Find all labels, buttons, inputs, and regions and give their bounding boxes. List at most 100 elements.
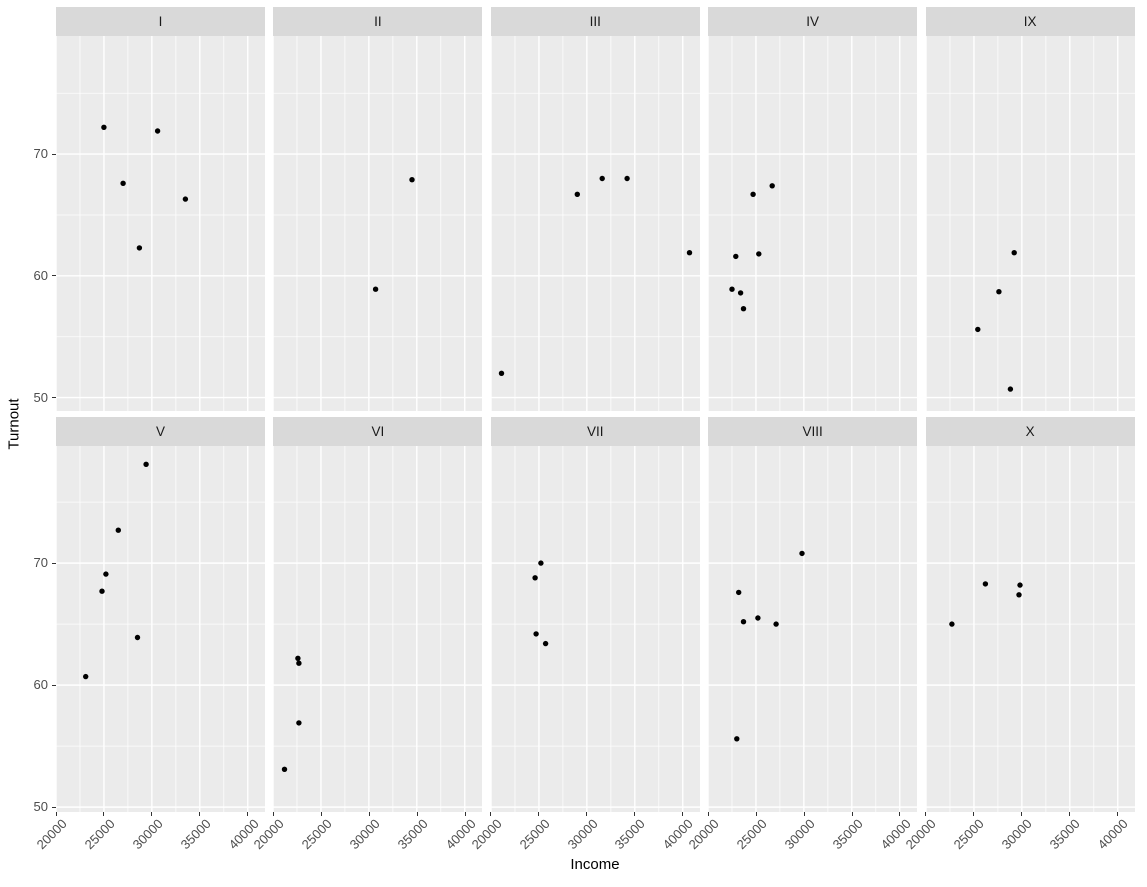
- facet-panel-IV: [708, 36, 918, 411]
- x-tick-label: 35000: [829, 816, 866, 853]
- facet-panel-I: [56, 36, 265, 411]
- facet-strip-label: III: [589, 14, 601, 29]
- x-tick-mark: [899, 812, 901, 816]
- x-tick-mark: [803, 812, 805, 816]
- x-tick-mark: [1116, 812, 1118, 816]
- facet-strip-IX: IX: [925, 7, 1135, 36]
- data-point: [143, 461, 149, 467]
- facet-strip-label: II: [374, 14, 382, 29]
- data-point: [134, 634, 141, 641]
- facet-strip-VI: VI: [273, 417, 483, 446]
- x-tick-mark: [1020, 812, 1022, 816]
- facet-strip-label: I: [158, 14, 163, 29]
- data-point: [1011, 250, 1017, 256]
- facet-strip-label: X: [1025, 424, 1035, 439]
- facet-panel-VII: [490, 446, 700, 812]
- facet-panel-II: [273, 36, 483, 411]
- x-tick-label: 35000: [394, 816, 431, 853]
- data-point: [182, 196, 189, 202]
- x-tick-label: 30000: [346, 816, 383, 853]
- panel-canvas: [925, 36, 1135, 411]
- y-tick-mark: [52, 153, 56, 155]
- data-point: [542, 640, 549, 647]
- data-point: [282, 766, 288, 772]
- data-point: [83, 673, 89, 680]
- data-point: [296, 660, 302, 666]
- x-tick-label: 40000: [1094, 816, 1131, 853]
- panel-canvas: [708, 36, 918, 411]
- facet-panel-X: [925, 446, 1135, 812]
- x-tick-label: 30000: [129, 816, 166, 853]
- x-tick-mark: [707, 812, 709, 816]
- panel-canvas: [56, 36, 265, 411]
- data-point: [995, 289, 1002, 295]
- x-tick-label: 25000: [516, 816, 553, 853]
- data-point: [101, 124, 107, 130]
- data-point: [750, 191, 756, 197]
- data-point: [755, 615, 761, 621]
- x-tick-label: 25000: [733, 816, 770, 853]
- panel-canvas: [490, 446, 700, 812]
- facet-panel-V: [56, 446, 265, 812]
- y-tick-label: 70: [33, 146, 48, 162]
- facet-strip-IV: IV: [708, 7, 918, 36]
- x-tick-mark: [103, 812, 105, 816]
- facet-panel-IX: [925, 36, 1135, 411]
- y-tick-label: 70: [33, 555, 48, 571]
- data-point: [136, 245, 143, 251]
- y-axis-title: Turnout: [5, 398, 23, 450]
- y-tick-label: 50: [33, 389, 48, 405]
- data-point: [1007, 386, 1013, 392]
- x-tick-label: 35000: [1046, 816, 1084, 853]
- facet-strip-V: V: [56, 417, 265, 446]
- panel-canvas: [273, 446, 483, 812]
- data-point: [738, 290, 744, 296]
- facet-panel-VI: [273, 446, 483, 812]
- facet-panel-III: [490, 36, 700, 411]
- x-tick-mark: [634, 812, 636, 816]
- facet-strip-III: III: [490, 7, 700, 36]
- facet-strip-II: II: [273, 7, 483, 36]
- x-tick-mark: [368, 812, 370, 816]
- y-tick-label: 60: [33, 267, 48, 283]
- x-tick-mark: [151, 812, 153, 816]
- x-tick-label: 25000: [950, 816, 988, 853]
- data-point: [769, 183, 776, 189]
- data-point: [154, 128, 161, 134]
- panel-canvas: [490, 36, 700, 411]
- x-axis-title: Income: [570, 856, 620, 873]
- x-tick-label: 30000: [781, 816, 818, 853]
- panel-canvas: [273, 36, 483, 411]
- x-tick-mark: [538, 812, 540, 816]
- data-point: [295, 655, 301, 661]
- facet-strip-I: I: [56, 7, 265, 36]
- facet-strip-label: V: [155, 424, 165, 439]
- data-point: [99, 588, 105, 594]
- data-point: [773, 621, 779, 627]
- x-tick-label: 25000: [298, 816, 335, 853]
- x-tick-label: 25000: [81, 816, 118, 853]
- x-tick-label: 30000: [998, 816, 1036, 853]
- data-point: [974, 326, 981, 333]
- data-point: [296, 720, 302, 726]
- data-point: [948, 621, 955, 627]
- x-tick-mark: [925, 812, 927, 816]
- data-point: [498, 370, 504, 376]
- y-tick-mark: [52, 806, 56, 808]
- x-tick-mark: [416, 812, 418, 816]
- y-tick-mark: [52, 562, 56, 564]
- data-point: [734, 736, 740, 742]
- data-point: [599, 175, 605, 182]
- data-point: [740, 306, 747, 312]
- data-point: [740, 619, 747, 625]
- data-point: [532, 575, 538, 581]
- data-point: [799, 550, 805, 557]
- x-tick-mark: [199, 812, 201, 816]
- panel-canvas: [56, 446, 265, 812]
- panel-canvas: [925, 446, 1135, 812]
- facet-strip-label: VI: [371, 424, 385, 439]
- x-tick-mark: [490, 812, 492, 816]
- x-tick-mark: [973, 812, 975, 816]
- data-point: [624, 175, 630, 182]
- data-point: [1015, 592, 1022, 598]
